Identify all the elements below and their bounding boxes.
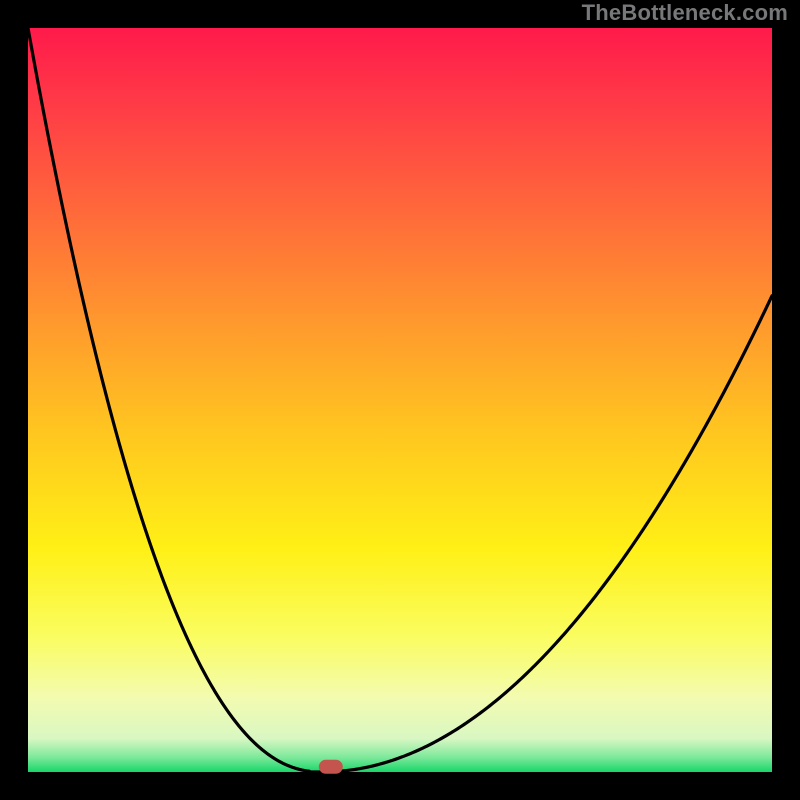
- plot-background: [28, 28, 772, 772]
- chart-frame: TheBottleneck.com: [0, 0, 800, 800]
- watermark-text: TheBottleneck.com: [582, 0, 788, 26]
- optimum-marker: [319, 760, 343, 774]
- bottleneck-chart: [0, 0, 800, 800]
